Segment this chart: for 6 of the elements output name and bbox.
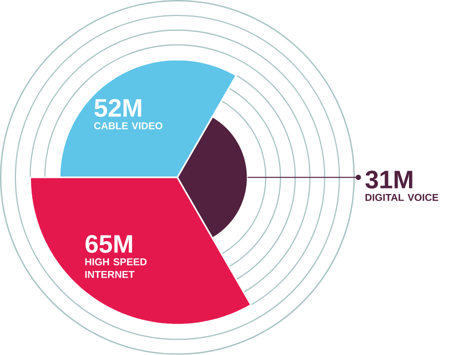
category-label: HIGH SPEED INTERNET <box>85 258 147 278</box>
data-label: 65M <box>86 235 132 253</box>
data-label: 52M <box>94 99 142 117</box>
data-label: 31M <box>365 170 412 189</box>
category-label: CABLE VIDEO <box>94 122 162 130</box>
category-label: DIGITAL VOICE <box>366 194 438 202</box>
